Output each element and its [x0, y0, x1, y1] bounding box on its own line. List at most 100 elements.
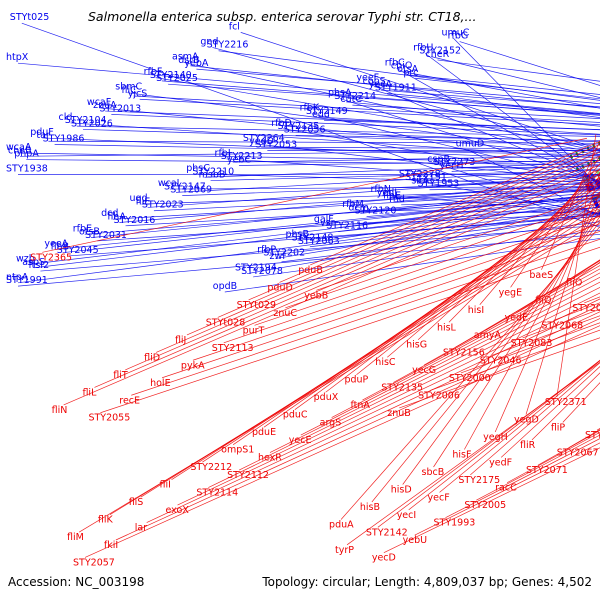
gene-label: yedJ — [377, 187, 397, 198]
gene-label: yecG — [412, 365, 436, 376]
gene-leader-line — [423, 265, 600, 366]
gene-label: rfbC — [385, 57, 405, 68]
gene-label: fliN — [52, 405, 68, 416]
gene-leader-line — [232, 155, 600, 163]
gene-label: STY2005 — [464, 500, 506, 511]
gene-leader-line — [17, 62, 600, 115]
gene-leader-line — [360, 188, 600, 214]
gene-label: fliD — [144, 352, 160, 363]
gene-label: cld — [59, 112, 73, 123]
gene-leader-line — [40, 224, 600, 272]
gene-label: gnd — [200, 36, 218, 47]
gene-leader-line — [402, 215, 600, 485]
gene-leader-line — [139, 98, 600, 126]
gene-label: prc — [403, 67, 418, 78]
gene-leader-line — [210, 170, 600, 181]
gene-leader-line — [445, 438, 600, 518]
gene-label: edd — [312, 109, 330, 120]
gene-leader-line — [409, 74, 600, 95]
gene-label: STY2057 — [73, 557, 115, 568]
gene-leader-line — [464, 202, 600, 450]
gene-leader-line — [459, 41, 600, 86]
gene-label: STY2142 — [366, 527, 408, 538]
gene-label: STY1993 — [434, 518, 476, 529]
gene-leader-line — [380, 89, 600, 108]
gene-leader-line — [408, 359, 600, 511]
gene-label: pduE — [252, 427, 276, 438]
gene-leader-line — [433, 209, 600, 468]
gene-leader-line — [109, 214, 600, 515]
gene-label: fliL — [82, 387, 97, 398]
gene-label: STY2013 — [99, 103, 141, 114]
gene-leader-line — [90, 187, 600, 238]
gene-label: fliE — [136, 196, 151, 207]
gene-leader-line — [300, 281, 600, 436]
gene-leader-line — [176, 168, 600, 193]
gene-label: STY2000 — [449, 373, 491, 384]
gene-leader-line — [34, 199, 600, 269]
gene-label: wzb — [16, 253, 35, 264]
gene-label: fliM — [67, 532, 84, 543]
gene-label: STY2083 — [511, 338, 553, 349]
gene-leader-line — [94, 169, 600, 388]
gene-leader-line — [212, 47, 600, 151]
gene-label: asmA — [172, 52, 199, 63]
gene-label: STY2058 — [585, 430, 600, 441]
gene-leader-line — [113, 189, 600, 220]
forward-gene-labels: STYt025umuDumuCcspBrfbUSTY2278rfbCrfbNye… — [6, 12, 600, 293]
gene-leader-line — [316, 194, 600, 291]
gene-label: STY2212 — [190, 462, 232, 473]
gene-label: yecH — [440, 160, 464, 171]
gene-leader-line — [437, 59, 600, 82]
gene-label: amyA — [474, 330, 502, 341]
gene-leader-line — [17, 174, 600, 176]
gene-label: STY2006 — [418, 390, 460, 401]
gene-leader-line — [279, 144, 600, 283]
gene-leader-line — [383, 447, 600, 553]
gene-label: znuA — [93, 100, 117, 111]
gene-label: pduX — [314, 392, 339, 403]
gene-leader-line — [531, 372, 600, 441]
gene-label: flhA — [107, 212, 126, 223]
gene-leader-line — [394, 185, 600, 202]
gene-leader-line — [224, 238, 600, 293]
gene-label: yebC — [227, 154, 251, 165]
gene-leader-line — [470, 362, 600, 476]
gene-leader-line — [317, 116, 600, 135]
gene-label: hisG — [406, 340, 427, 351]
gene-label: cheR — [426, 49, 450, 60]
gene-label: STY1938 — [6, 164, 48, 175]
gene-label: yedF — [489, 457, 512, 468]
gene-label: rfbI — [215, 148, 231, 159]
gene-leader-line — [248, 147, 600, 301]
gene-leader-line — [253, 229, 600, 278]
gene-label: wcaF — [87, 97, 111, 108]
gene-label: fliK — [98, 515, 114, 526]
gene-leader-line — [401, 199, 600, 206]
gene-leader-line — [516, 259, 600, 313]
gene-leader-line — [42, 137, 600, 161]
gene-leader-line — [294, 187, 600, 410]
gene-leader-line — [445, 166, 600, 169]
gene-label: fliI — [160, 480, 171, 491]
gene-label: STY2152 — [419, 46, 461, 57]
gene-label: pduB — [298, 265, 323, 276]
gene-leader-line — [402, 71, 600, 109]
gene-leader-line — [82, 129, 600, 146]
gene-label: STY2071 — [526, 465, 568, 476]
gene-leader-line — [325, 183, 600, 393]
gene-leader-line — [169, 186, 600, 190]
gene-leader-line — [414, 442, 600, 536]
gene-leader-line — [331, 194, 600, 229]
gene-label: cbiO — [391, 61, 412, 72]
gene-leader-line — [396, 68, 600, 184]
gene-leader-line — [54, 144, 600, 156]
gene-leader-line — [269, 287, 600, 453]
gene-leader-line — [125, 164, 600, 371]
gene-leader-line — [56, 194, 600, 250]
gene-label: dcd — [101, 208, 118, 219]
gene-label: ugd — [129, 193, 147, 204]
gene-label: STY2025 — [156, 73, 198, 84]
gene-label: fliJ — [175, 335, 186, 346]
gene-label: argS — [320, 418, 342, 429]
